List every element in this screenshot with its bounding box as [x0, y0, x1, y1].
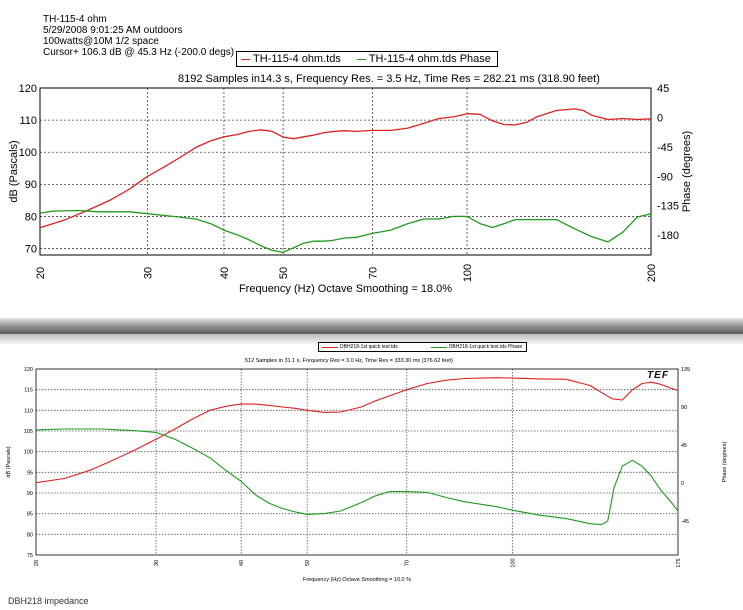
chart1-y2-tick-label: 0 — [657, 112, 663, 124]
chart2-plot-frame — [35, 368, 679, 556]
legend-label-phase: TH-115-4 ohm.tds Phase — [368, 52, 491, 65]
chart2-y-axis-label: dB (Pascals) — [6, 446, 12, 477]
chart1-x-axis-label: Frequency (Hz) Octave Smoothing = 18.0% — [239, 283, 452, 295]
chart2-y-tick-label: 105 — [24, 429, 33, 435]
chart2-x-tick-label: 40 — [239, 560, 245, 566]
divider-fade — [0, 334, 743, 344]
chart1-x-tick-label: 20 — [35, 267, 47, 279]
chart2-x-tick-label: 30 — [154, 560, 160, 566]
chart2-y2-tick-label: 90 — [681, 405, 687, 411]
chart2-x-tick-label: 100 — [510, 558, 516, 567]
chart2-y-tick-label: 100 — [24, 450, 33, 456]
chart1-y-tick-label: 80 — [25, 211, 37, 223]
chart2-y2-tick-label: 135 — [681, 367, 690, 373]
chart1-x-tick-label: 100 — [462, 264, 474, 282]
chart1-x-tick-label: 40 — [219, 267, 231, 279]
chart2-plot-area — [36, 369, 678, 555]
chart1-x-tick-label: 50 — [278, 267, 290, 279]
chart1-x-tick-label: 30 — [142, 267, 154, 279]
chart2-y-tick-label: 95 — [27, 470, 33, 476]
chart1-x-tick-label: 70 — [367, 267, 379, 279]
chart2-y-tick-label: 80 — [27, 532, 33, 538]
chart1-y2-tick-label: -180 — [657, 230, 679, 242]
chart1-y-tick-label: 70 — [25, 243, 37, 255]
chart1-y2-tick-label: -45 — [657, 142, 673, 154]
chart2-y-tick-label: 85 — [27, 512, 33, 518]
divider-bar — [0, 318, 743, 334]
chart1-y2-tick-label: 45 — [657, 83, 669, 95]
top-chart-subtitle: 8192 Samples in14.3 s, Frequency Res. = … — [178, 73, 600, 85]
chart1-y-tick-label: 120 — [19, 83, 37, 95]
legend-swatch-phase — [356, 58, 366, 60]
chart1-y-tick-label: 100 — [19, 147, 37, 159]
chart1-y2-axis-label: Phase (degrees) — [681, 131, 693, 212]
chart1-y2-tick-label: -90 — [657, 171, 673, 183]
chart1-phase-line — [39, 209, 652, 254]
tef-logo: TEF — [647, 370, 669, 381]
chart2-y-tick-label: 75 — [27, 553, 33, 559]
caption: DBH218 impedance — [8, 596, 89, 606]
chart2-x-tick-label: 70 — [405, 560, 411, 566]
header-line-1: TH-115-4 ohm — [43, 14, 107, 25]
chart2-y2-tick-label: -45 — [681, 519, 689, 525]
header-line-3: 100watts@10M 1/2 space — [43, 36, 159, 47]
legend-label-phase-2: DBH218-1st quick test.tds Phase — [448, 344, 523, 350]
legend-label-magnitude-2: DBH218-1st quick test.tds — [340, 344, 398, 350]
legend-swatch-magnitude-2 — [322, 346, 338, 348]
chart1-y-axis-label: dB (Pascals) — [8, 140, 20, 202]
chart2-x-tick-label: 50 — [305, 560, 311, 566]
chart2-y2-tick-label: 45 — [681, 443, 687, 449]
chart2-y2-tick-label: 0 — [681, 481, 684, 487]
chart1-y-tick-label: 110 — [19, 115, 37, 127]
bottom-legend: DBH218-1st quick test.tds DBH218-1st qui… — [318, 342, 528, 352]
chart2-x-tick-label: 175 — [676, 558, 682, 567]
chart1-plot-area — [40, 88, 651, 255]
chart2-phase-line — [35, 428, 679, 526]
chart1-x-tick-label: 200 — [646, 264, 658, 282]
header-line-4: Cursor+ 106.3 dB @ 45.3 Hz (-200.0 degs) — [43, 47, 235, 58]
bottom-chart-subtitle: 512 Samples in 31.1 s, Frequency Res = 3… — [245, 358, 453, 364]
chart1-magnitude-line — [39, 108, 652, 229]
chart2-x-axis-label: Frequency (Hz) Octave Smoothing = 10.0 % — [303, 577, 411, 583]
chart2-y2-axis-label: Phase (degrees) — [722, 442, 728, 483]
chart1-y2-tick-label: -135 — [657, 201, 679, 213]
header-line-2: 5/29/2008 9:01:25 AM outdoors — [43, 25, 183, 36]
legend-label-magnitude: TH-115-4 ohm.tds — [253, 52, 341, 65]
legend-swatch-phase-2 — [430, 346, 447, 348]
top-legend: TH-115-4 ohm.tds TH-115-4 ohm.tds Phase — [236, 51, 498, 67]
chart2-x-tick-label: 20 — [34, 560, 40, 566]
chart2-magnitude-line — [35, 377, 679, 484]
chart1-y-tick-label: 90 — [25, 179, 37, 191]
chart2-y-tick-label: 115 — [24, 388, 33, 394]
chart1-plot-frame — [39, 87, 652, 256]
chart2-y-tick-label: 120 — [24, 367, 33, 373]
legend-swatch-magnitude — [241, 58, 250, 60]
chart2-y-tick-label: 110 — [24, 408, 33, 414]
chart2-y-tick-label: 90 — [27, 491, 33, 497]
